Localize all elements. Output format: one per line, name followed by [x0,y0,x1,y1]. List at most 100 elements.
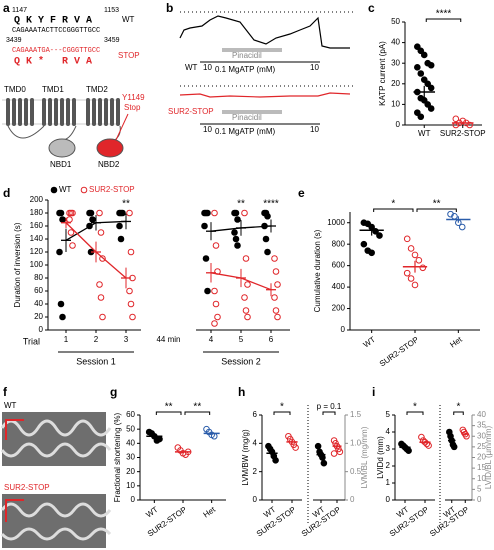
x-tick-label: 3 [124,335,129,344]
y-tick-label: 0.5 [350,467,362,476]
significance-bracket [453,411,464,415]
x-tick-label: SUR2-STOP [388,505,431,539]
data-point [420,51,428,59]
y-tick-label: 5 [477,484,482,493]
y-tick-label: 180 [30,208,44,217]
data-point [264,212,271,220]
x-tick-label: 2 [94,335,99,344]
significance-label: ** [433,199,441,210]
y-tick-label: 40 [477,410,486,419]
echo-wave [0,502,112,541]
y-tick-label: 0 [39,325,44,334]
data-point [414,109,421,116]
y-tick-label: 10 [391,100,400,109]
stop-seq: CAGAAATGA---CGGGTTGCC [12,47,100,55]
data-point [415,256,423,264]
y-tick-label: 35 [477,421,486,430]
significance-bracket [425,18,462,22]
session-label: Session 1 [76,356,116,366]
helices [6,98,120,126]
data-point [271,255,278,262]
x-axis-label: Trial [23,336,40,346]
data-point [272,457,279,464]
y-tick-label: 1 [386,478,391,487]
y-tick-label: 40 [126,438,135,447]
data-point [244,313,251,321]
nt-end: 3459 [104,37,120,44]
panel-b: b Pinacidil WT 10 0.1 MgATP (mM) 10 Pina… [166,1,355,136]
y-tick-label: 30 [126,453,135,462]
nbd2 [96,138,124,158]
y-tick-label: 4 [386,427,391,436]
marker [5,499,24,522]
data-point [69,242,76,249]
drug-bar [222,110,282,114]
x-tick-label: WT [418,129,431,138]
x-tick-label: 1 [64,335,69,344]
data-point [451,212,458,220]
data-point [59,216,66,223]
y-tick-label: 600 [332,261,346,270]
data-point [403,269,411,277]
y-axis-label: Fractional shortening (%) [113,412,122,502]
data-point [97,229,105,236]
x-tick-label: SUR2-STOP [378,335,421,369]
y-axis-label: LVM/BW (mg/g) [241,429,250,486]
data-point [87,209,95,217]
y-tick-label: 0 [396,120,401,129]
data-point [241,294,248,301]
image-label: SUR2-STOP [4,483,50,492]
y-axis-label: LVID/BL (µm/mm) [484,426,493,490]
y-axis-label: Cumulative duration (s) [313,229,322,312]
data-point [96,281,103,288]
x-tick-label: 5 [239,335,244,344]
panel-a: a 1147 1153 Q K Y F R V A WT CAGAAATACTT… [2,1,145,169]
data-point [211,209,218,217]
y-axis-label: LVIDd (mm) [376,436,385,479]
session-label: Session 2 [221,356,261,366]
data-point [232,209,240,217]
y-tick-label: 1.5 [350,410,362,419]
data-point [80,186,88,194]
y-tick-label: 30 [477,431,486,440]
significance-bracket [373,208,414,212]
data-point [204,287,211,295]
data-point [452,115,460,123]
y-tick-label: 50 [391,17,400,26]
data-point [89,216,96,223]
data-point [292,444,299,451]
y-tick-label: 30 [391,58,400,67]
y-tick-label: 80 [34,273,43,282]
data-point [57,300,65,308]
y-tick-label: 40 [34,299,43,308]
mutation-label: Y1149 [122,93,145,102]
drug-label: Pinacidil [232,113,262,122]
data-point [67,229,75,236]
y-tick-label: 20 [34,312,43,321]
data-point [129,313,136,321]
data-point [212,242,220,249]
data-point [419,264,427,272]
y-tick-label: 120 [30,247,44,256]
data-point [417,47,425,55]
panel-label: b [166,1,173,15]
significance-bracket [322,411,336,415]
conc-label: 10 [310,63,319,72]
nt-start: 3439 [6,37,22,44]
tmd-label: TMD2 [86,85,108,94]
nbd-label: NBD2 [98,160,120,169]
data-point [117,235,125,243]
data-point [314,442,322,450]
data-point [450,443,458,451]
data-point [234,242,241,249]
data-point [66,216,73,223]
significance-bracket [155,411,182,415]
data-point [97,294,105,301]
y-tick-label: 20 [477,453,486,462]
significance-bracket [406,411,424,415]
data-point [425,442,432,449]
mutation-pointer [115,113,129,141]
data-point [423,440,431,448]
data-point [214,313,221,321]
